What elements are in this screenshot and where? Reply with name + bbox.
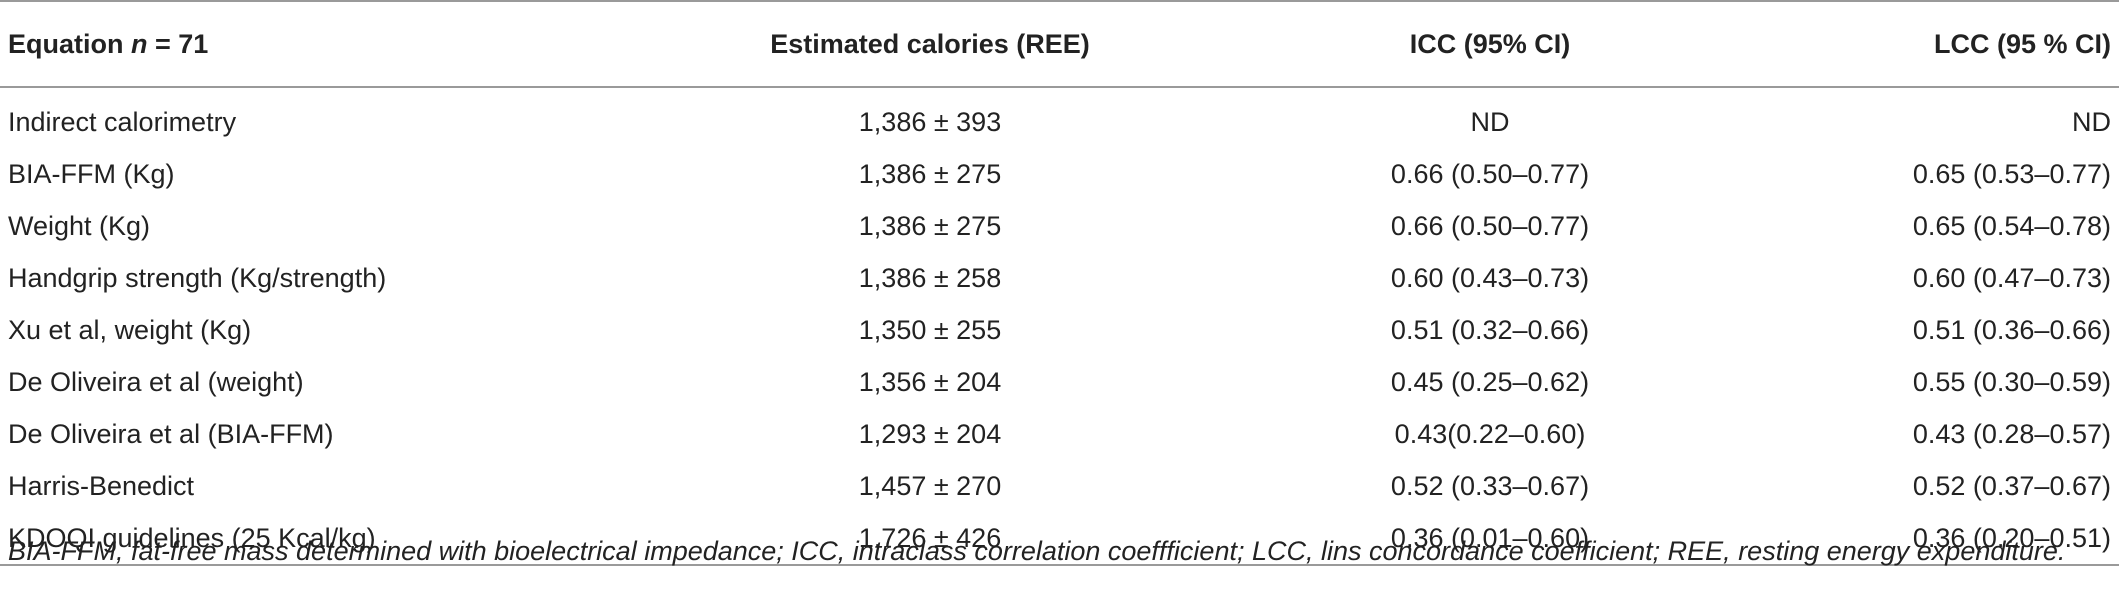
cell-equation: KDOQI guidelines (25 Kcal/kg) bbox=[8, 522, 376, 553]
cell-icc: ND bbox=[1470, 106, 1510, 137]
table-row: KDOQI guidelines (25 Kcal/kg) 1,726 ± 42… bbox=[0, 512, 2119, 565]
cell-equation: Harris-Benedict bbox=[8, 470, 195, 501]
cell-equation: BIA-FFM (Kg) bbox=[8, 158, 175, 189]
cell-calories: 1,386 ± 275 bbox=[858, 210, 1002, 241]
cell-equation: Handgrip strength (Kg/strength) bbox=[8, 262, 387, 293]
cell-equation: Weight (Kg) bbox=[8, 210, 151, 241]
table-row: Harris-Benedict 1,457 ± 270 0.52 (0.33–0… bbox=[0, 460, 2119, 512]
cell-icc: 0.66 (0.50–0.77) bbox=[1390, 210, 1590, 241]
table-row: BIA-FFM (Kg) 1,386 ± 275 0.66 (0.50–0.77… bbox=[0, 148, 2119, 200]
table-row: Indirect calorimetry 1,386 ± 393 ND ND bbox=[0, 87, 2119, 148]
cell-icc: 0.60 (0.43–0.73) bbox=[1390, 262, 1590, 293]
cell-equation: Indirect calorimetry bbox=[8, 106, 237, 137]
cell-lcc: 0.52 (0.37–0.67) bbox=[1912, 470, 2111, 501]
header-calories: Estimated calories (REE) bbox=[770, 28, 1090, 59]
table-header-row: Equation n = 71 Estimated calories (REE)… bbox=[0, 1, 2119, 87]
cell-icc: 0.66 (0.50–0.77) bbox=[1390, 158, 1590, 189]
table-row: De Oliveira et al (weight) 1,356 ± 204 0… bbox=[0, 356, 2119, 408]
cell-calories: 1,386 ± 258 bbox=[858, 262, 1002, 293]
cell-icc: 0.43(0.22–0.60) bbox=[1394, 418, 1586, 449]
cell-lcc: 0.65 (0.53–0.77) bbox=[1912, 158, 2111, 189]
cell-lcc: 0.55 (0.30–0.59) bbox=[1912, 366, 2111, 397]
header-lcc: LCC (95 % CI) bbox=[1933, 28, 2111, 59]
table-row: De Oliveira et al (BIA-FFM) 1,293 ± 204 … bbox=[0, 408, 2119, 460]
cell-calories: 1,726 ± 426 bbox=[858, 522, 1002, 553]
cell-icc: 0.45 (0.25–0.62) bbox=[1390, 366, 1590, 397]
table-row: Xu et al, weight (Kg) 1,350 ± 255 0.51 (… bbox=[0, 304, 2119, 356]
cell-icc: 0.36 (0.01–0.60) bbox=[1390, 522, 1590, 553]
cell-lcc: 0.65 (0.54–0.78) bbox=[1912, 210, 2111, 241]
table-row: Weight (Kg) 1,386 ± 275 0.66 (0.50–0.77)… bbox=[0, 200, 2119, 252]
cell-lcc: 0.43 (0.28–0.57) bbox=[1912, 418, 2111, 449]
cell-lcc: 0.60 (0.47–0.73) bbox=[1912, 262, 2111, 293]
header-icc: ICC (95% CI) bbox=[1409, 28, 1571, 59]
cell-equation: De Oliveira et al (BIA-FFM) bbox=[8, 418, 334, 449]
cell-calories: 1,386 ± 393 bbox=[858, 106, 1002, 137]
header-equation: Equation n = 71 bbox=[8, 28, 209, 59]
cell-calories: 1,293 ± 204 bbox=[858, 418, 1002, 449]
header-n: n bbox=[131, 28, 148, 59]
cell-equation: De Oliveira et al (weight) bbox=[8, 366, 304, 397]
cell-equation: Xu et al, weight (Kg) bbox=[8, 314, 252, 345]
cell-icc: 0.52 (0.33–0.67) bbox=[1390, 470, 1590, 501]
cell-lcc: 0.51 (0.36–0.66) bbox=[1912, 314, 2111, 345]
cell-calories: 1,457 ± 270 bbox=[858, 470, 1002, 501]
table-footnote: BIA-FFM, fat-free mass determined with b… bbox=[8, 536, 2066, 566]
table-row: Handgrip strength (Kg/strength) 1,386 ± … bbox=[0, 252, 2119, 304]
results-table: Equation n = 71 Estimated calories (REE)… bbox=[0, 1, 2119, 565]
cell-calories: 1,356 ± 204 bbox=[858, 366, 1002, 397]
cell-calories: 1,386 ± 275 bbox=[858, 158, 1002, 189]
cell-icc: 0.51 (0.32–0.66) bbox=[1390, 314, 1590, 345]
cell-lcc: ND bbox=[2072, 106, 2111, 137]
cell-lcc: 0.36 (0.20–0.51) bbox=[1912, 522, 2111, 553]
cell-calories: 1,350 ± 255 bbox=[858, 314, 1002, 345]
